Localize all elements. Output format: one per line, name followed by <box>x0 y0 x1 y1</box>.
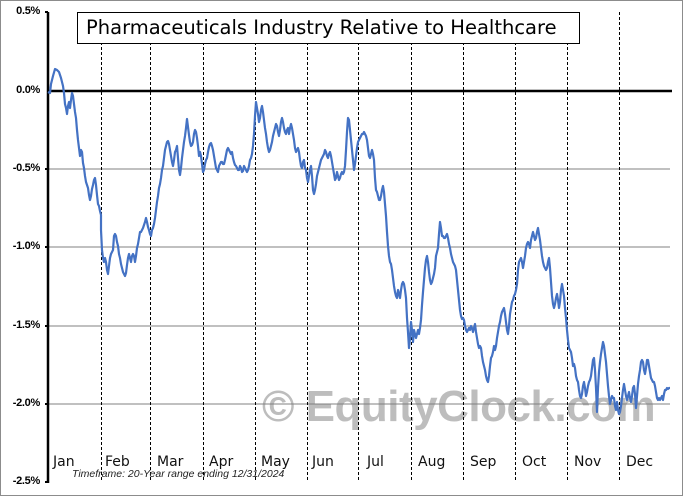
watermark: © EquityClock.com <box>262 382 656 431</box>
y-tick-label: -1.0% <box>12 240 41 252</box>
x-tick-label: May <box>261 454 290 470</box>
x-tick-label: Oct <box>522 454 547 470</box>
x-tick-label: Feb <box>105 454 130 470</box>
x-tick-label: Mar <box>157 454 184 470</box>
y-tick-label: 0.5% <box>16 5 40 17</box>
y-tick-label: -2.5% <box>12 475 41 487</box>
x-tick-label: Jan <box>53 454 75 470</box>
y-tick-label: 0.0% <box>16 84 40 96</box>
x-tick-label: Aug <box>418 454 446 470</box>
x-tick-label: Nov <box>574 454 602 470</box>
timeframe-note: Timeframe: 20-Year range ending 12/31/20… <box>72 468 285 480</box>
y-tick-label: -0.5% <box>12 162 41 174</box>
x-tick-label: Sep <box>470 454 497 470</box>
x-tick-label: Jul <box>367 454 384 470</box>
y-tick-label: -1.5% <box>12 319 41 331</box>
chart-title-box: Pharmaceuticals Industry Relative to Hea… <box>77 12 580 44</box>
x-tick-label: Apr <box>209 454 234 470</box>
x-tick-label: Jun <box>312 454 334 470</box>
chart-title: Pharmaceuticals Industry Relative to Hea… <box>86 16 557 39</box>
y-tick-label: -2.0% <box>12 397 41 409</box>
data-line <box>47 67 671 416</box>
x-tick-label: Dec <box>626 454 654 470</box>
